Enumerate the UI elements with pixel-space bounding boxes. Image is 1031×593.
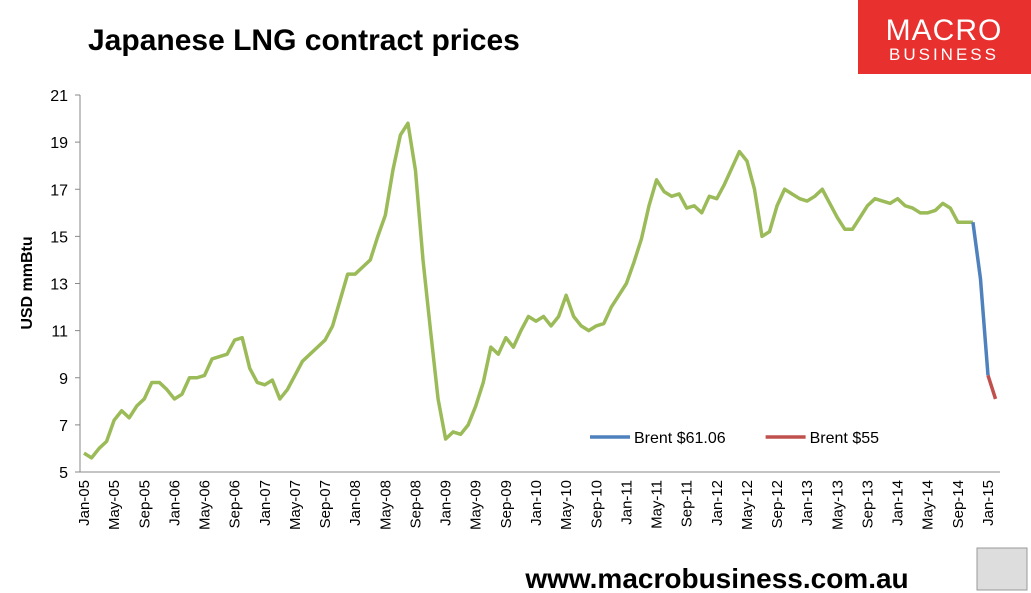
y-tick-label: 13: [50, 277, 68, 294]
x-tick-label: May-06: [197, 480, 214, 530]
x-tick-label: May-08: [377, 480, 394, 530]
wolf-icon: [976, 547, 1028, 591]
legend-label: Brent $55: [810, 430, 879, 447]
chart-title: Japanese LNG contract prices: [88, 24, 520, 57]
y-tick-label: 21: [50, 88, 68, 105]
series-line: [986, 374, 998, 400]
logo-line2: BUSINESS: [889, 45, 999, 64]
x-tick-label: May-13: [829, 480, 846, 530]
y-tick-label: 9: [59, 371, 68, 388]
x-tick-label: Sep-09: [498, 480, 515, 528]
x-tick-label: Sep-08: [407, 480, 424, 528]
x-tick-label: Jan-15: [980, 480, 997, 526]
legend-label: Brent $61.06: [634, 430, 726, 447]
x-tick-label: May-05: [106, 480, 123, 530]
x-tick-label: May-09: [468, 480, 485, 530]
series-line: [83, 121, 973, 460]
x-tick-label: May-11: [649, 480, 666, 529]
y-tick-label: 11: [51, 324, 68, 341]
logo-box: [858, 0, 1031, 74]
x-tick-label: Jan-08: [347, 480, 364, 526]
y-axis-label: USD mmBtu: [19, 236, 36, 329]
x-tick-label: Sep-05: [136, 480, 153, 528]
x-tick-label: Jan-05: [76, 480, 93, 526]
x-tick-label: Sep-13: [859, 480, 876, 528]
x-tick-label: Jan-13: [799, 480, 816, 526]
x-tick-label: Sep-14: [950, 480, 967, 528]
x-tick-label: Jan-11: [618, 480, 635, 525]
x-tick-label: Jan-09: [438, 480, 455, 526]
x-tick-label: Sep-10: [588, 480, 605, 528]
x-tick-label: May-07: [287, 480, 304, 530]
y-tick-label: 7: [59, 418, 68, 435]
y-tick-label: 19: [50, 135, 68, 152]
x-tick-label: Jan-06: [166, 480, 183, 526]
x-tick-label: May-10: [558, 480, 575, 530]
x-tick-label: May-14: [920, 480, 937, 530]
footer-url: www.macrobusiness.com.au: [524, 563, 908, 593]
x-tick-label: Jan-12: [709, 480, 726, 526]
x-tick-label: Sep-12: [769, 480, 786, 528]
series-line: [971, 222, 990, 376]
x-tick-label: Jan-07: [257, 480, 274, 526]
y-tick-label: 5: [59, 465, 68, 482]
x-tick-label: May-12: [739, 480, 756, 530]
x-tick-label: Jan-10: [528, 480, 545, 526]
y-tick-label: 15: [50, 229, 68, 246]
x-tick-label: Sep-11: [679, 480, 696, 527]
x-tick-label: Sep-06: [227, 480, 244, 528]
x-tick-label: Sep-07: [317, 480, 334, 528]
x-tick-label: Jan-14: [890, 480, 907, 526]
y-tick-label: 17: [50, 182, 68, 199]
logo-line1: MACRO: [886, 14, 1003, 47]
